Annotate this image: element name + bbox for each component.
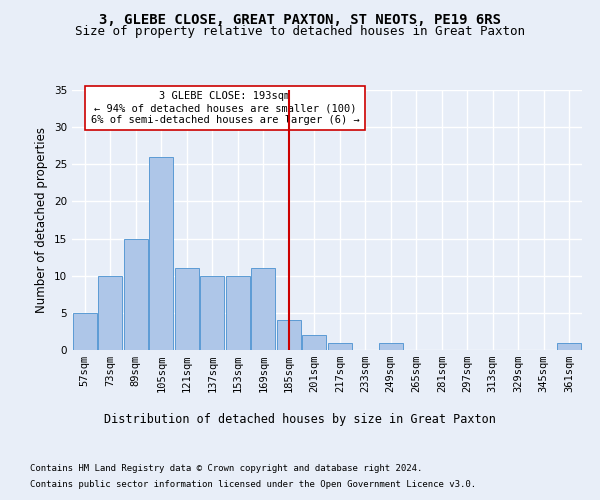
Text: Contains HM Land Registry data © Crown copyright and database right 2024.: Contains HM Land Registry data © Crown c… <box>30 464 422 473</box>
Bar <box>251 268 275 350</box>
Bar <box>124 238 148 350</box>
Bar <box>379 342 403 350</box>
Y-axis label: Number of detached properties: Number of detached properties <box>35 127 49 313</box>
Bar <box>73 313 97 350</box>
Text: Distribution of detached houses by size in Great Paxton: Distribution of detached houses by size … <box>104 412 496 426</box>
Bar <box>328 342 352 350</box>
Bar <box>302 335 326 350</box>
Text: Size of property relative to detached houses in Great Paxton: Size of property relative to detached ho… <box>75 25 525 38</box>
Text: Contains public sector information licensed under the Open Government Licence v3: Contains public sector information licen… <box>30 480 476 489</box>
Bar <box>149 157 173 350</box>
Text: 3, GLEBE CLOSE, GREAT PAXTON, ST NEOTS, PE19 6RS: 3, GLEBE CLOSE, GREAT PAXTON, ST NEOTS, … <box>99 12 501 26</box>
Bar <box>277 320 301 350</box>
Bar <box>175 268 199 350</box>
Bar <box>226 276 250 350</box>
Text: 3 GLEBE CLOSE: 193sqm
← 94% of detached houses are smaller (100)
6% of semi-deta: 3 GLEBE CLOSE: 193sqm ← 94% of detached … <box>91 92 359 124</box>
Bar <box>557 342 581 350</box>
Bar <box>200 276 224 350</box>
Bar <box>98 276 122 350</box>
